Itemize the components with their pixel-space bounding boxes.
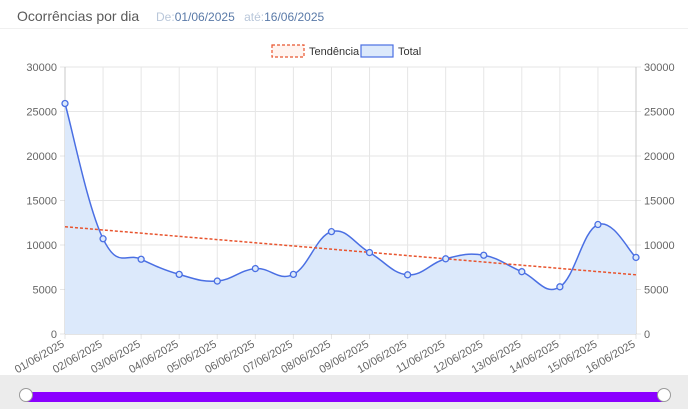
- series-total-point: [137, 255, 145, 263]
- to-date[interactable]: 16/06/2025: [264, 10, 325, 24]
- chart-header: Ocorrências por dia De:01/06/2025 até:16…: [0, 0, 688, 29]
- y-tick-label-right: 30000: [644, 62, 675, 74]
- y-tick-label-left: 15000: [26, 196, 57, 208]
- y-tick-label-left: 25000: [26, 107, 57, 119]
- series-total-point: [365, 248, 374, 257]
- y-tick-label-left: 5000: [33, 285, 57, 297]
- range-slider-track[interactable]: [26, 392, 664, 402]
- range-end-handle[interactable]: [657, 388, 671, 402]
- y-tick-label-left: 0: [51, 329, 57, 341]
- range-start-handle[interactable]: [19, 388, 33, 402]
- to-label: até:: [244, 10, 265, 24]
- y-tick-label-right: 0: [644, 329, 650, 341]
- y-tick-label-left: 20000: [26, 151, 57, 163]
- series-total-point: [61, 99, 69, 108]
- series-total-point: [403, 271, 412, 279]
- date-range: De:01/06/2025 até:16/06/2025: [156, 10, 324, 24]
- legend-label-trend: Tendência: [309, 46, 360, 58]
- series-total-point: [556, 283, 564, 291]
- series-total-point: [594, 220, 602, 229]
- series-total-point: [175, 270, 183, 279]
- chart-title: Ocorrências por dia: [17, 8, 140, 24]
- y-tick-label-left: 10000: [26, 240, 57, 252]
- series-trend-line: [64, 226, 637, 276]
- legend-swatch-trend: [271, 44, 305, 58]
- series-total-point: [518, 268, 526, 276]
- y-tick-label-right: 20000: [644, 151, 675, 163]
- from-date[interactable]: 01/06/2025: [174, 10, 235, 24]
- legend-swatch-total: [360, 44, 394, 58]
- series-total-point: [442, 255, 450, 263]
- y-tick-label-right: 15000: [644, 196, 675, 208]
- y-tick-label-left: 30000: [26, 62, 57, 74]
- line-chart: 0 0 5000 5000 10000 10000 15000 15000 20000 20000…: [13, 44, 675, 375]
- series-total-point: [632, 253, 640, 262]
- y-tick-label-right: 25000: [644, 107, 675, 119]
- series-total-point: [251, 264, 259, 273]
- series-total-area: [65, 103, 636, 334]
- from-label: De:: [156, 10, 175, 24]
- series-total-point: [289, 270, 298, 279]
- y-tick-label-right: 5000: [644, 285, 668, 297]
- series-total-point: [99, 235, 107, 243]
- series-total-point: [213, 277, 221, 285]
- series-total-point: [480, 251, 488, 259]
- legend-label-total: Total: [398, 46, 421, 58]
- series-total-point: [327, 227, 336, 236]
- y-tick-label-right: 10000: [644, 240, 675, 252]
- range-slider-panel: [0, 375, 688, 409]
